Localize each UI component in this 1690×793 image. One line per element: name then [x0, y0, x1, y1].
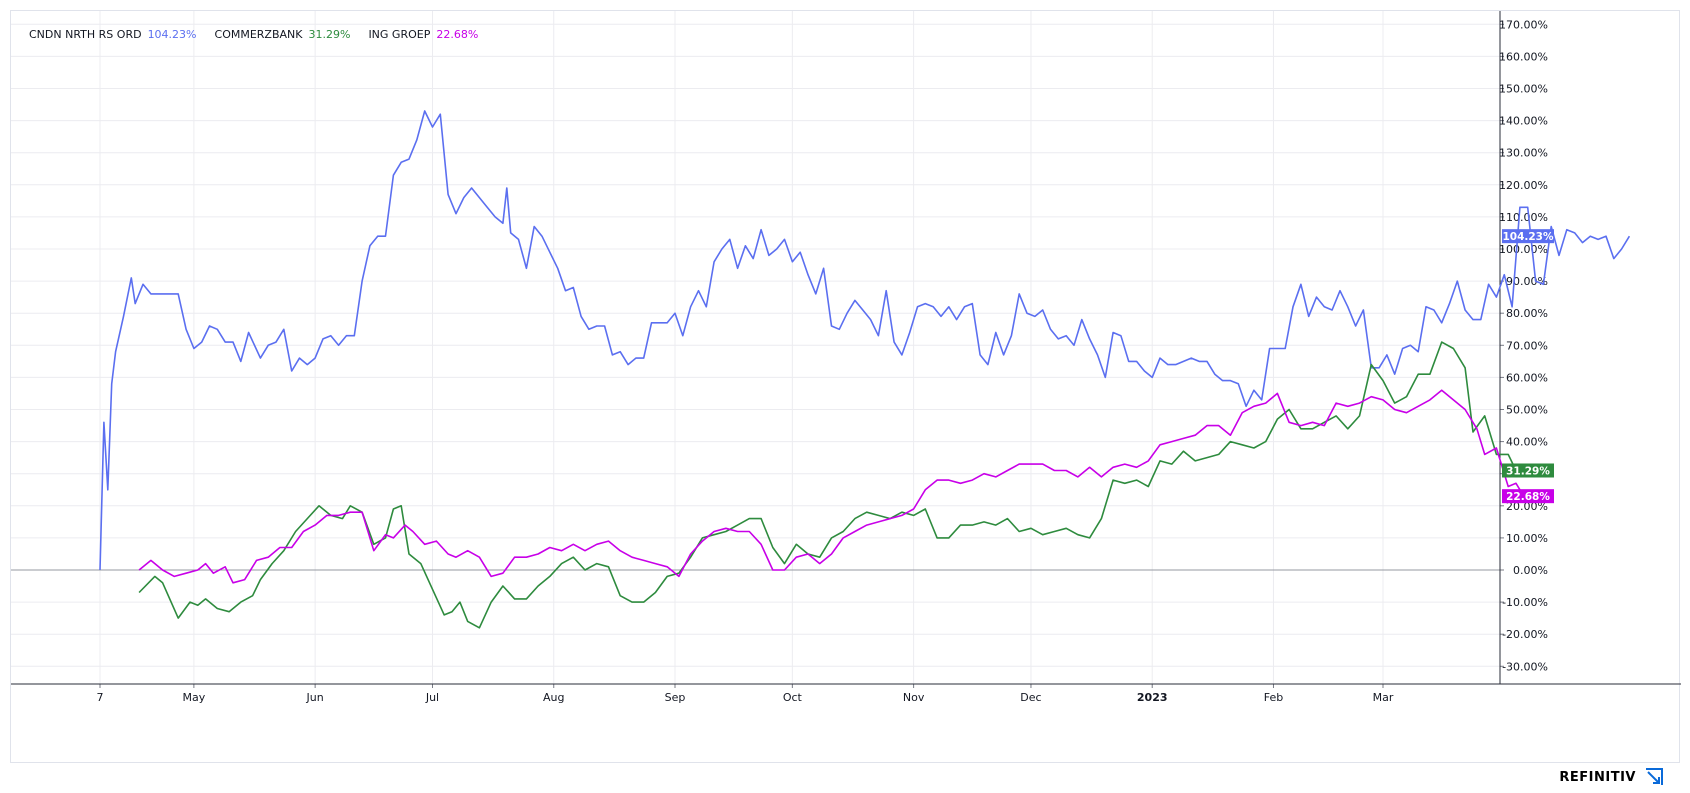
legend-name: ING GROEP	[368, 28, 431, 41]
y-tick-label: 60.00%	[1506, 371, 1548, 384]
legend-value: 31.29%	[308, 28, 351, 41]
y-tick-label: 160.00%	[1499, 50, 1548, 63]
series-line-0	[99, 110, 1631, 571]
y-tick-label: 90.00%	[1506, 275, 1548, 288]
series-line-1	[138, 341, 1517, 629]
y-tick-label: 140.00%	[1499, 115, 1548, 128]
y-tick-label: 100.00%	[1499, 243, 1548, 256]
last-value-tag: 31.29%	[1506, 465, 1550, 477]
legend-value: 22.68%	[436, 28, 479, 41]
x-tick-label: Sep	[665, 691, 686, 704]
y-tick-label: 50.00%	[1506, 404, 1548, 417]
last-value-tag-bg	[1502, 229, 1554, 244]
chart-frame: -30.00%-20.00%-10.00%0.00%10.00%20.00%30…	[10, 10, 1681, 764]
y-tick-label: 120.00%	[1499, 179, 1548, 192]
x-tick-label: May	[183, 691, 206, 704]
legend-item-commerzbank[interactable]: COMMERZBANK 31.29%	[215, 28, 351, 41]
last-value-tag: 104.23%	[1502, 231, 1554, 243]
y-tick-label: 0.00%	[1513, 564, 1548, 577]
x-tick-label: 2023	[1137, 691, 1168, 704]
x-tick-label: Nov	[903, 691, 925, 704]
y-tick-label: 80.00%	[1506, 307, 1548, 320]
x-tick-label: Jun	[306, 691, 324, 704]
brand-name: REFINITIV	[1559, 769, 1636, 785]
y-tick-label: 70.00%	[1506, 339, 1548, 352]
y-tick-label: -10.00%	[1502, 596, 1548, 609]
y-tick-label: 150.00%	[1499, 83, 1548, 96]
legend-name: CNDN NRTH RS ORD	[29, 28, 142, 41]
y-tick-label: 130.00%	[1499, 147, 1548, 160]
x-tick-label: Aug	[543, 691, 564, 704]
legend-item-cndn[interactable]: CNDN NRTH RS ORD 104.23%	[29, 28, 197, 41]
y-tick-label: -20.00%	[1502, 628, 1548, 641]
refinitiv-logo-icon	[1646, 768, 1663, 785]
last-value-tag-bg	[1502, 489, 1554, 504]
x-tick-label: Mar	[1373, 691, 1394, 704]
legend-name: COMMERZBANK	[214, 28, 303, 41]
x-tick-label: 7	[97, 691, 104, 704]
y-tick-label: 10.00%	[1506, 532, 1548, 545]
y-tick-label: -30.00%	[1502, 660, 1548, 673]
y-tick-label: 40.00%	[1506, 436, 1548, 449]
series-line-2	[138, 389, 1525, 584]
x-tick-label: Oct	[783, 691, 803, 704]
brand-logo: REFINITIV	[1559, 767, 1664, 787]
last-value-tag: 22.68%	[1506, 491, 1550, 503]
x-tick-label: Dec	[1020, 691, 1041, 704]
chart-svg[interactable]: -30.00%-20.00%-10.00%0.00%10.00%20.00%30…	[11, 11, 1681, 764]
y-tick-label: 110.00%	[1499, 211, 1548, 224]
x-tick-label: Feb	[1264, 691, 1283, 704]
last-value-tag-bg	[1502, 463, 1554, 478]
legend-value: 104.23%	[147, 28, 197, 41]
legend: CNDN NRTH RS ORD 104.23% COMMERZBANK 31.29…	[29, 28, 496, 41]
x-tick-label: Jul	[425, 691, 439, 704]
legend-item-ing[interactable]: ING GROEP 22.68%	[368, 28, 478, 41]
y-tick-label: 170.00%	[1499, 18, 1548, 31]
